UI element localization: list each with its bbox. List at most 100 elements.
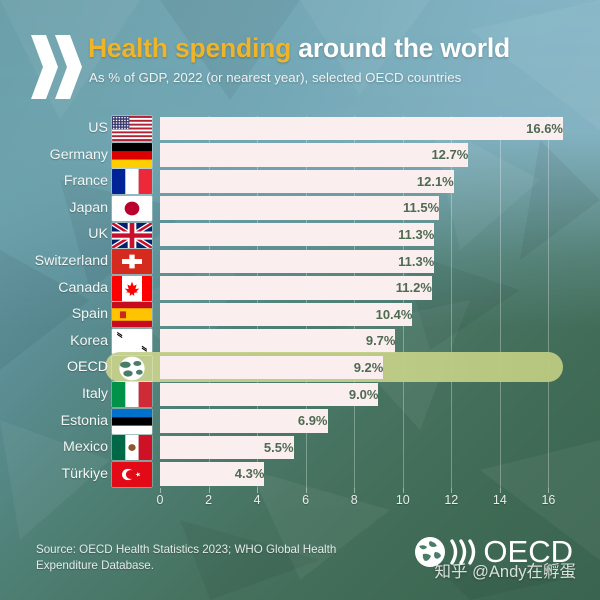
tick-mark [451,488,453,493]
x-axis-tick-label: 10 [395,493,410,507]
bar-value-label: 9.2% [353,359,384,375]
japan-flag-icon [112,195,152,221]
mexico-flag-icon [112,435,152,461]
header: Health spending around the world As % of… [0,0,600,112]
page-title-rest: around the world [291,33,511,63]
category-label: Estonia [60,412,108,429]
uk-flag-icon [112,222,152,248]
double-chevron-icon [31,35,82,99]
bar-value-label: 12.7% [431,147,469,163]
category-label: Switzerland [34,253,108,269]
bar-value-label: 10.4% [375,306,413,322]
x-axis-tick-label: 14 [492,493,507,507]
tick-mark [257,488,259,493]
bar-value-label: 11.5% [403,200,440,216]
oecd-logo: OECD [413,534,573,570]
gridline [208,116,210,488]
bar-row: France 12.1% [0,168,600,195]
italy-flag-icon [112,382,152,408]
bar-row: UK 11.3% [0,221,600,248]
bar [160,382,379,407]
turkiye-flag-icon [112,461,152,487]
footer: Source: OECD Health Statistics 2023; WHO… [0,512,600,600]
bar [160,355,384,380]
bar-value-label: 11.3% [398,253,435,269]
bar-row: Türkiye 4.3% [0,461,600,488]
oecd-globe-icon [112,356,152,381]
page-title-highlight: Health spending [88,33,292,63]
x-axis-tick-label: 8 [350,493,358,507]
bar-row: Spain 10.4% [0,301,600,328]
category-label: UK [88,226,108,243]
france-flag-icon [112,169,152,195]
gridline [451,116,453,488]
bar-row: Japan 11.5% [0,195,600,222]
bar-row: Switzerland 11.3% [0,248,600,275]
bar-row: OECD 9.2% [0,352,600,383]
category-label: US [88,120,108,136]
gridline [257,116,259,488]
bar-value-label: 9.7% [365,333,396,349]
bar-value-label: 12.1% [416,173,454,189]
gridline [354,116,356,488]
x-axis-tick-label: 16 [541,493,556,507]
bar-value-label: 11.3% [398,226,435,242]
x-axis-tick-label: 6 [302,493,310,507]
estonia-flag-icon [112,408,152,434]
bar [160,196,440,220]
gridline [499,116,501,488]
bar-row: Mexico 5.5% [0,434,600,461]
category-label: Spain [71,306,108,323]
tick-mark [499,488,501,493]
category-label: Italy [81,386,108,402]
tick-mark [305,488,307,493]
category-label: Canada [58,279,108,296]
bar [160,462,265,486]
plot-area: 0 2 4 6 8 10 12 14 16 [157,112,563,507]
bar [160,222,435,247]
bar-row: Germany 12.7% [0,142,600,169]
x-axis-tick-label: 4 [253,493,261,507]
bar-value-label: 11.2% [395,280,432,296]
gridline [402,116,404,488]
tick-mark [208,488,210,493]
oecd-logo-text: OECD [483,534,573,569]
korea-flag-icon [112,328,152,354]
tick-mark [354,488,356,493]
x-axis-tick-label: 2 [205,493,213,507]
bar-value-label: 16.6% [526,120,563,136]
bar-value-label: 6.9% [297,413,328,429]
bar [160,169,454,194]
bar-value-label: 4.3% [234,466,265,482]
category-label: Korea [70,332,108,349]
bar-row: Canada 11.2% [0,275,600,302]
germany-flag-icon [112,142,152,168]
gridline [548,116,550,488]
page-subtitle: As % of GDP, 2022 (or nearest year), sel… [89,70,462,85]
page-title: Health spending around the world [88,33,510,64]
watermark: 知乎 @Andy在孵蛋 [434,563,576,581]
category-label: OECD [67,359,108,376]
bar [160,116,563,141]
bar [160,276,432,300]
bar [160,435,294,460]
tick-mark [160,488,161,493]
switzerland-flag-icon [112,249,152,275]
bar-row: Estonia 6.9% [0,408,600,435]
x-axis-tick-label: 12 [444,493,459,507]
bar [160,249,435,274]
source-note: Source: OECD Health Statistics 2023; WHO… [36,543,337,572]
x-axis-tick-label: 0 [156,493,164,507]
category-label: Mexico [63,439,108,456]
tick-mark [548,488,550,493]
canada-flag-icon [112,275,152,301]
bar [160,143,469,167]
spain-flag-icon [112,302,152,328]
bar-row: Korea 9.7% [0,328,600,355]
bar-value-label: 5.5% [263,439,294,455]
oecd-swoosh-icon [450,539,476,565]
bar-chart: 0 2 4 6 8 10 12 14 16 US 16.6% Germany 12.7% France 1… [0,112,600,512]
category-label: Türkiye [61,465,108,482]
bar-row: US 16.6% [0,115,600,142]
